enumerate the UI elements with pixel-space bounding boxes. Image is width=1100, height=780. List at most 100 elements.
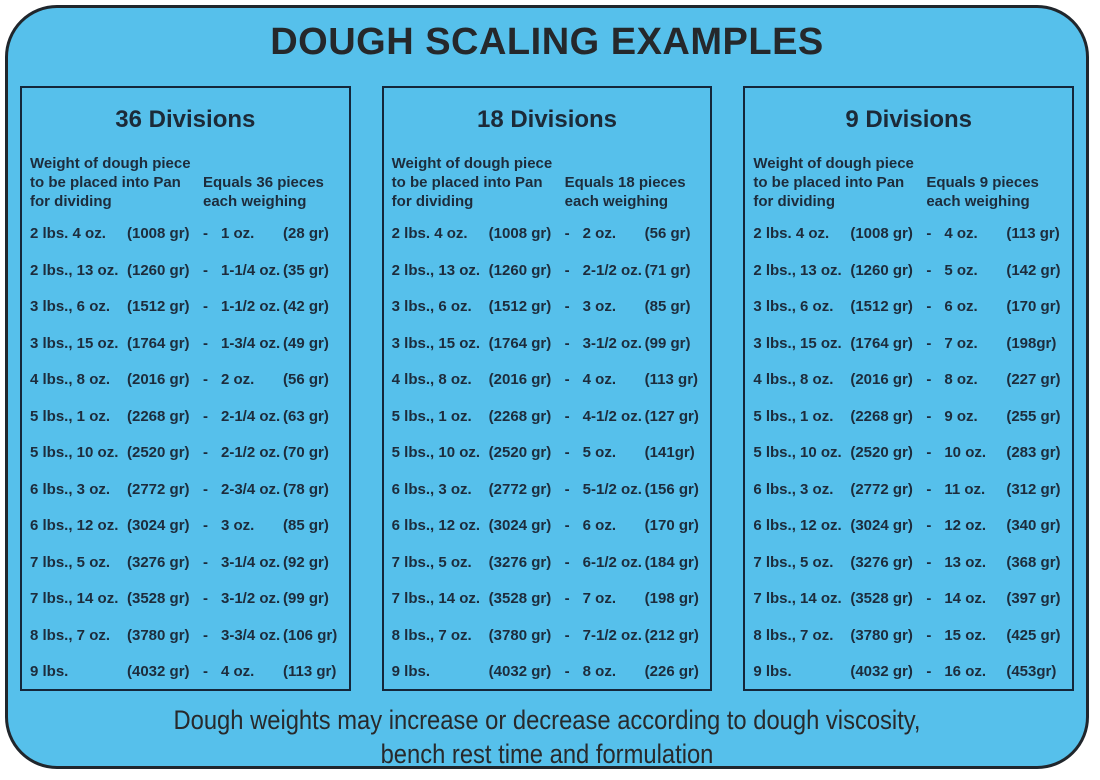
piece-oz: 3 oz. (221, 517, 255, 534)
table-row: 4 lbs., 8 oz. (2016 gr) -8 oz. (227 gr) (753, 371, 1064, 388)
pan-weight-header-line1: Weight of dough piece (30, 155, 191, 172)
table-row: 2 lbs. 4 oz. (1008 gr) -2 oz. (56 gr) (392, 225, 703, 242)
table-row: 3 lbs., 15 oz. (1764 gr) -1-3/4 oz. (49 gr) (30, 335, 341, 352)
dash-separator: - (926, 298, 932, 315)
dash-separator: - (564, 517, 570, 534)
piece-oz: 10 oz. (944, 444, 987, 461)
pan-weight: 7 lbs., 14 oz. (753, 590, 842, 607)
piece-oz: 2-1/2 oz. (221, 444, 281, 461)
piece-oz: 13 oz. (944, 553, 987, 571)
pan-weight-header-line3: for dividing (391, 193, 474, 210)
panel-heading: 18 Divisions (476, 106, 618, 133)
pan-weight: 6 lbs., 3 oz. (30, 480, 111, 498)
dash-separator: - (203, 444, 208, 461)
dash-separator: - (564, 590, 570, 607)
pan-weight: 2 lbs., 13 oz. (753, 261, 842, 279)
footer-note-line2: bench rest time and formulation (380, 739, 714, 769)
piece-oz: 1-1/4 oz. (221, 261, 281, 279)
piece-grams: (78 gr) (283, 480, 329, 498)
pan-grams: (2520 gr) (488, 444, 552, 461)
piece-grams: (99 gr) (283, 590, 329, 607)
piece-oz: 3 oz. (582, 298, 617, 315)
table-row: 5 lbs., 10 oz. (2520 gr) -10 oz. (283 gr) (753, 444, 1064, 461)
piece-oz: 2-3/4 oz. (221, 480, 281, 498)
pan-grams: (1260 gr) (488, 261, 552, 279)
dash-separator: - (926, 553, 932, 571)
piece-grams: (49 gr) (283, 334, 329, 352)
pan-grams: (1512 gr) (488, 298, 552, 315)
piece-oz: 4-1/2 oz. (582, 407, 642, 425)
table-row: 6 lbs., 3 oz. (2772 gr) -11 oz. (312 gr) (753, 481, 1064, 498)
table-row: 9 lbs. (4032 gr) -16 oz. (453gr) (753, 663, 1064, 680)
dash-separator: - (203, 517, 208, 534)
dash-separator: - (564, 371, 570, 388)
table-row: 4 lbs., 8 oz. (2016 gr) -2 oz. (56 gr) (30, 371, 341, 388)
pan-grams: (2520 gr) (850, 444, 913, 461)
pan-grams: (3528 gr) (488, 590, 552, 607)
table-row: 3 lbs., 15 oz. (1764 gr) -7 oz. (198gr) (753, 335, 1064, 352)
dash-separator: - (203, 371, 208, 388)
scaling-table: 2 lbs. 4 oz. (1008 gr) -2 oz. (56 gr) 2 lbs… (392, 225, 703, 680)
dash-separator: - (203, 334, 208, 352)
pan-weight-header: Weight of dough piece to be placed into … (392, 154, 565, 211)
pan-grams: (3276 gr) (488, 553, 552, 571)
dash-separator: - (564, 261, 570, 279)
pan-weight: 7 lbs., 5 oz. (30, 553, 111, 571)
dash-separator: - (926, 517, 932, 534)
pan-weight: 2 lbs. 4 oz. (391, 225, 468, 242)
pan-weight: 3 lbs., 15 oz. (753, 334, 842, 352)
dash-separator: - (564, 663, 570, 680)
pan-weight-header-line3: for dividing (30, 193, 112, 210)
pan-grams: (3024 gr) (488, 517, 552, 534)
pan-grams: (2772 gr) (850, 480, 913, 498)
pan-grams: (3276 gr) (850, 553, 913, 571)
table-row: 2 lbs., 13 oz. (1260 gr) -5 oz. (142 gr) (753, 262, 1064, 279)
piece-oz: 5 oz. (944, 261, 978, 279)
table-row: 9 lbs. (4032 gr) -4 oz. (113 gr) (30, 663, 341, 680)
pan-grams: (2016 gr) (127, 371, 190, 388)
dash-separator: - (926, 261, 932, 279)
piece-grams: (63 gr) (283, 407, 329, 425)
pan-weight: 9 lbs. (30, 663, 69, 680)
piece-weight-header-line1: Equals 9 pieces (926, 174, 1039, 191)
pan-weight: 6 lbs., 3 oz. (391, 480, 472, 498)
table-row: 5 lbs., 1 oz. (2268 gr) -9 oz. (255 gr) (753, 408, 1064, 425)
table-row: 8 lbs., 7 oz. (3780 gr) -7-1/2 oz. (212 gr) (392, 627, 703, 644)
table-row: 6 lbs., 12 oz. (3024 gr) -3 oz. (85 gr) (30, 517, 341, 534)
dash-separator: - (564, 626, 570, 644)
table-row: 7 lbs., 5 oz. (3276 gr) -13 oz. (368 gr) (753, 554, 1064, 571)
piece-oz: 12 oz. (944, 517, 987, 534)
pan-weight: 4 lbs., 8 oz. (391, 371, 472, 388)
pan-weight: 3 lbs., 6 oz. (753, 298, 834, 315)
pan-weight-header: Weight of dough piece to be placed into … (753, 154, 926, 211)
dash-separator: - (926, 663, 932, 680)
pan-grams: (1008 gr) (850, 225, 913, 242)
dash-separator: - (926, 371, 932, 388)
piece-oz: 5-1/2 oz. (582, 480, 642, 498)
piece-grams: (70 gr) (283, 444, 329, 461)
piece-weight-header: Equals 36 pieces each weighing (203, 173, 341, 211)
pan-weight: 3 lbs., 15 oz. (30, 334, 119, 352)
pan-grams: (3276 gr) (127, 553, 190, 571)
pan-weight: 4 lbs., 8 oz. (30, 371, 111, 388)
scaling-table: 2 lbs. 4 oz. (1008 gr) -4 oz. (113 gr) 2 lb… (753, 225, 1064, 680)
piece-grams: (340 gr) (1006, 517, 1061, 534)
pan-grams: (3780 gr) (850, 626, 913, 644)
table-row: 5 lbs., 1 oz. (2268 gr) -2-1/4 oz. (63 gr) (30, 408, 341, 425)
pan-weight-header-line2: to be placed into Pan (753, 174, 905, 191)
piece-grams: (170 gr) (1006, 298, 1061, 315)
piece-grams: (142 gr) (1006, 261, 1061, 279)
dash-separator: - (564, 407, 570, 425)
piece-grams: (106 gr) (283, 626, 338, 644)
pan-grams: (2016 gr) (850, 371, 913, 388)
division-panels: 36 Divisions Weight of dough piece to be… (20, 86, 1075, 691)
dough-scaling-card: DOUGH SCALING EXAMPLES 36 Divisions Weig… (5, 5, 1089, 769)
piece-oz: 1 oz. (221, 225, 255, 242)
pan-grams: (2016 gr) (488, 371, 552, 388)
piece-grams: (227 gr) (1006, 371, 1061, 388)
dash-separator: - (203, 590, 208, 607)
piece-oz: 4 oz. (582, 371, 617, 388)
piece-oz: 2 oz. (221, 371, 255, 388)
piece-weight-header-line1: Equals 36 pieces (203, 174, 324, 191)
pan-weight: 4 lbs., 8 oz. (753, 371, 834, 388)
